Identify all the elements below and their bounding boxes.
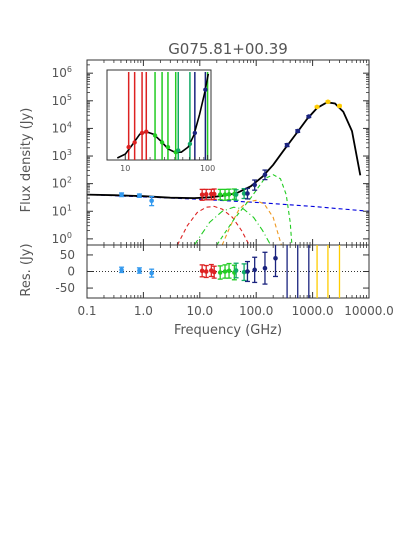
data-point xyxy=(337,103,342,109)
data-point xyxy=(284,142,290,148)
residual-point xyxy=(222,269,228,274)
data-point xyxy=(295,128,301,134)
inset-content: 10 100 xyxy=(116,72,215,173)
residual-point xyxy=(211,269,217,275)
data-point xyxy=(222,192,228,197)
y-tick-label: 100 xyxy=(52,231,72,246)
x-tick-label: 100.0 xyxy=(239,304,273,318)
model-curve-comp-green xyxy=(216,174,293,246)
residual-point xyxy=(199,268,205,274)
inset-data-point xyxy=(132,140,137,145)
y-axis-label-flux: Flux density (Jy) xyxy=(19,108,34,213)
main-y-ticks: 100 101 102 103 104 105 106 xyxy=(52,59,369,246)
model-curve-comp-green2 xyxy=(193,206,272,246)
data-point xyxy=(314,104,320,110)
x-axis-label: Frequency (GHz) xyxy=(174,323,282,338)
inset-data-point xyxy=(187,141,193,147)
residual-panel: -50 0 50 xyxy=(55,244,370,299)
inset-panel: 10 100 xyxy=(106,69,215,173)
residual-point xyxy=(137,268,142,273)
residual-y-tick-label: 0 xyxy=(67,265,75,279)
residual-point xyxy=(217,270,223,275)
main-data-points xyxy=(119,99,342,207)
x-tick-label: 1000.0 xyxy=(292,304,334,318)
data-point xyxy=(306,114,312,119)
residual-point xyxy=(262,265,268,271)
x-tick-label: 10000.0 xyxy=(344,304,394,318)
residual-point xyxy=(252,267,257,273)
y-tick-label: 104 xyxy=(52,120,72,135)
data-point xyxy=(233,192,239,197)
data-point xyxy=(325,99,331,105)
residual-y-tick-label: 50 xyxy=(60,248,75,262)
data-point xyxy=(241,191,247,196)
inset-data-point xyxy=(176,148,181,153)
y-tick-label: 103 xyxy=(52,148,72,163)
residual-y-tick-label: -50 xyxy=(55,281,75,295)
main-model-curves xyxy=(86,101,370,246)
data-point xyxy=(119,192,124,197)
x-tick-label: 10.0 xyxy=(186,304,213,318)
data-point xyxy=(217,192,223,197)
inset-x-tick-label: 100 xyxy=(200,164,215,173)
data-point xyxy=(149,198,154,204)
y-tick-label: 102 xyxy=(52,176,72,191)
inset-data-point xyxy=(126,144,131,150)
inset-data-point xyxy=(192,130,198,136)
y-axis-label-residual: Res. (Jy) xyxy=(19,243,34,296)
data-point xyxy=(211,191,217,197)
y-tick-label: 106 xyxy=(52,65,72,80)
inset-data-point xyxy=(165,144,171,150)
model-curve-free-free xyxy=(86,194,370,212)
data-point xyxy=(199,192,205,197)
residual-point xyxy=(226,268,232,274)
residual-point xyxy=(119,267,124,273)
model-curve-comp-orange xyxy=(221,199,282,246)
x-tick-label: 0.1 xyxy=(77,304,96,318)
inset-data-point xyxy=(152,133,158,138)
chart-title: G075.81+00.39 xyxy=(168,40,288,58)
y-tick-label: 105 xyxy=(52,93,72,108)
inset-data-point xyxy=(159,140,165,145)
residual-point xyxy=(245,269,250,274)
x-tick-label: 1.0 xyxy=(134,304,153,318)
data-point xyxy=(137,193,142,198)
data-point xyxy=(262,172,268,178)
data-point xyxy=(252,182,257,188)
residual-point xyxy=(273,255,278,261)
model-curve-total xyxy=(86,101,362,200)
inset-data-point xyxy=(203,87,208,92)
residual-point xyxy=(149,270,154,276)
inset-data-point xyxy=(144,129,149,134)
inset-data-point xyxy=(139,130,145,136)
residual-point xyxy=(233,268,239,273)
inset-frame xyxy=(106,69,212,161)
residual-content: -50 0 50 xyxy=(55,245,369,298)
model-curve-comp-red xyxy=(176,205,250,246)
data-point xyxy=(245,191,250,196)
data-point xyxy=(203,192,209,197)
inset-x-tick-label: 10 xyxy=(120,164,130,173)
residual-point xyxy=(203,269,209,274)
data-point xyxy=(226,192,232,197)
y-tick-label: 101 xyxy=(52,203,72,218)
